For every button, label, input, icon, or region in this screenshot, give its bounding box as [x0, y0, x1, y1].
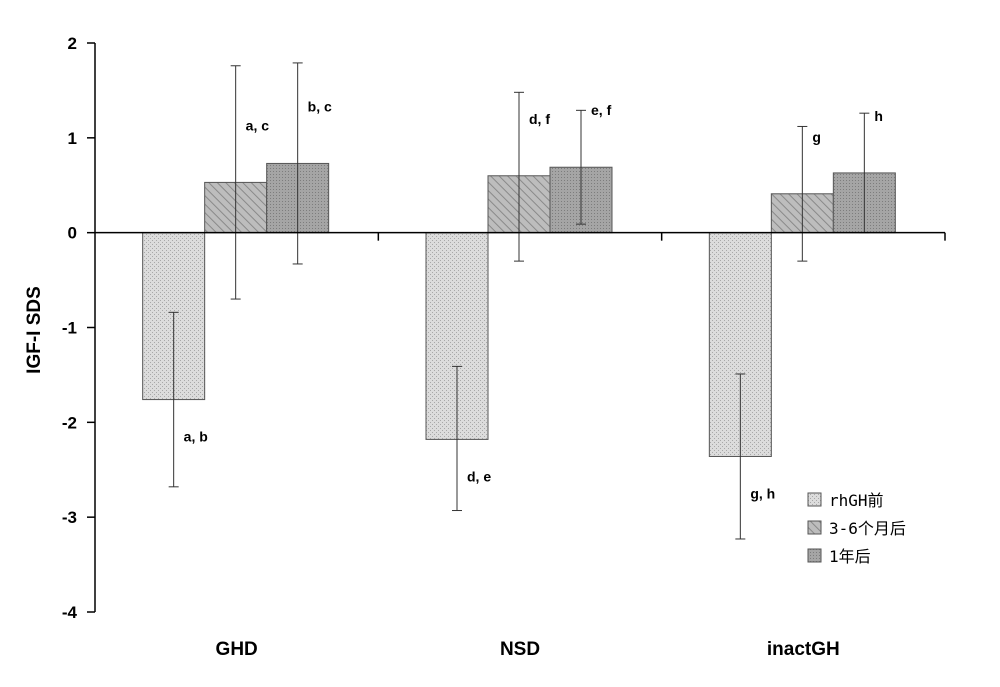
y-axis: 2 1 0 -1 -2 -3 -4	[62, 34, 96, 622]
legend-label: 1年后	[829, 547, 871, 566]
data-annotation: g	[812, 129, 821, 145]
y-tick-label: 0	[68, 224, 77, 243]
x-axis: GHD NSD inactGH	[95, 231, 946, 660]
legend-swatch	[807, 492, 822, 507]
y-tick-label: -1	[62, 319, 77, 338]
data-annotation: h	[874, 108, 883, 124]
legend-label: rhGH前	[829, 491, 884, 510]
y-tick-label: -4	[62, 603, 78, 622]
legend-swatch	[807, 520, 822, 535]
category-label: inactGH	[767, 639, 840, 660]
data-annotation: a, b	[184, 429, 208, 445]
y-axis-label: IGF-I SDS	[24, 286, 45, 374]
data-annotation: d, e	[467, 468, 491, 484]
data-annotation: a, c	[246, 117, 270, 133]
y-tick-label: -2	[62, 413, 77, 432]
legend: rhGH前 3-6个月后 1年后	[807, 491, 906, 566]
bars: a, b a, c b, c d, e d, f e, f g, h g h	[142, 62, 896, 540]
category-label: GHD	[216, 639, 258, 660]
data-annotation: e, f	[591, 102, 612, 118]
legend-label: 3-6个月后	[829, 519, 906, 538]
data-annotation: g, h	[750, 485, 775, 501]
y-tick-label: 2	[68, 34, 77, 53]
y-tick-label: 1	[68, 129, 77, 148]
y-tick-label: -3	[62, 508, 77, 527]
category-label: NSD	[500, 639, 540, 660]
data-annotation: d, f	[529, 111, 550, 127]
bar	[425, 232, 489, 440]
legend-swatch	[807, 548, 822, 563]
data-annotation: b, c	[308, 98, 332, 114]
